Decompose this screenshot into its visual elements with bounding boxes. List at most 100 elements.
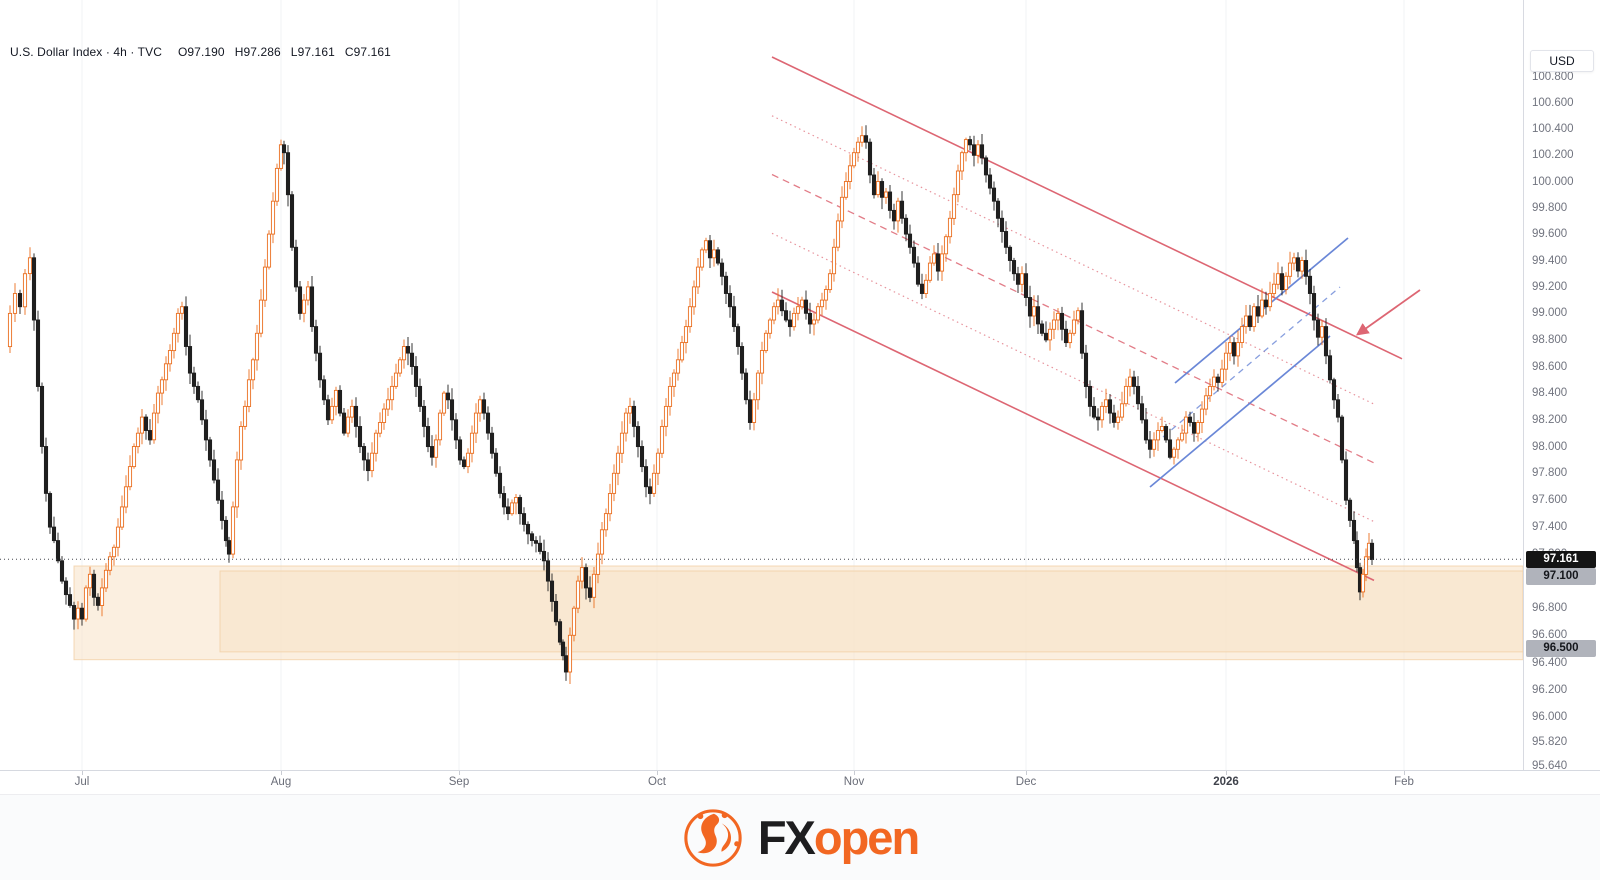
candle-body bbox=[262, 266, 268, 301]
candle-body bbox=[1335, 399, 1341, 418]
candle-body bbox=[215, 479, 221, 501]
candle-body bbox=[409, 352, 415, 367]
candle-body bbox=[599, 529, 605, 555]
candle-body bbox=[1039, 323, 1045, 334]
candle-body bbox=[611, 472, 617, 494]
candle-body bbox=[831, 246, 837, 275]
candle-body bbox=[1227, 342, 1233, 354]
candle-body bbox=[1315, 319, 1321, 338]
blue-channel-line[interactable] bbox=[1149, 335, 1331, 488]
red-channel-line[interactable] bbox=[771, 56, 1403, 360]
candle-body bbox=[887, 191, 893, 211]
candle-body bbox=[743, 372, 749, 401]
candle-body bbox=[1219, 368, 1225, 383]
candle-body bbox=[1071, 319, 1077, 334]
price-tick-label: 99.400 bbox=[1532, 254, 1568, 267]
candle-body bbox=[1123, 385, 1129, 405]
price-tick-label: 100.800 bbox=[1532, 71, 1574, 83]
candle-body bbox=[1247, 315, 1253, 328]
candle-body bbox=[811, 319, 817, 325]
candle-body bbox=[1235, 342, 1241, 357]
candle-body bbox=[879, 181, 885, 198]
ohlc-open: O97.190 bbox=[177, 45, 225, 59]
candle-body bbox=[373, 432, 379, 454]
price-chart[interactable] bbox=[0, 0, 1523, 770]
candle-body bbox=[1279, 273, 1285, 291]
candle-body bbox=[799, 299, 805, 308]
candle-body bbox=[22, 273, 28, 308]
currency-toggle-button[interactable]: USD bbox=[1530, 50, 1594, 72]
red-channel-line[interactable] bbox=[771, 115, 1375, 405]
candle-body bbox=[55, 540, 61, 562]
candlestick-series bbox=[7, 125, 1375, 684]
candle-body bbox=[1147, 439, 1153, 450]
price-axis[interactable]: USD 97.161 97.100 96.500 100.800 100.600 1… bbox=[1523, 0, 1600, 772]
candle-body bbox=[1295, 257, 1301, 272]
candle-body bbox=[723, 275, 729, 294]
candle-body bbox=[230, 506, 236, 555]
candle-body bbox=[7, 312, 13, 348]
candle-body bbox=[927, 262, 933, 281]
candle-body bbox=[1307, 275, 1313, 294]
candle-body bbox=[1347, 499, 1353, 521]
candle-body bbox=[1369, 542, 1375, 560]
support-zone[interactable] bbox=[219, 570, 1523, 653]
candle-body bbox=[163, 363, 169, 381]
candle-body bbox=[1079, 310, 1085, 354]
pullback-arrow[interactable] bbox=[1355, 289, 1421, 336]
price-tick-label: 96.000 bbox=[1532, 711, 1568, 723]
candle-body bbox=[1075, 310, 1081, 321]
candle-body bbox=[309, 286, 315, 328]
chart-plot-area[interactable]: U.S. Dollar Index · 4h · TVC O97.190 H97.2… bbox=[0, 0, 1523, 770]
candle-body bbox=[791, 312, 797, 328]
candle-body bbox=[1354, 540, 1360, 569]
price-tick-label: 100.600 bbox=[1532, 97, 1574, 110]
red-channel-line[interactable] bbox=[771, 173, 1375, 464]
candle-body bbox=[1035, 306, 1041, 325]
candle-body bbox=[361, 446, 367, 461]
ohlc-low: L97.161 bbox=[290, 45, 335, 59]
candle-body bbox=[735, 326, 741, 347]
candle-body bbox=[393, 372, 399, 387]
candle-body bbox=[493, 452, 499, 474]
candle-body bbox=[1047, 328, 1053, 341]
candle-body bbox=[1095, 416, 1101, 421]
candle-body bbox=[683, 326, 689, 343]
candle-body bbox=[1179, 432, 1185, 441]
candle-body bbox=[131, 446, 137, 468]
candle-body bbox=[639, 446, 645, 468]
candle-body bbox=[83, 587, 89, 620]
candle-body bbox=[429, 446, 435, 458]
candle-body bbox=[1031, 306, 1037, 317]
candle-body bbox=[663, 405, 669, 427]
candle-body bbox=[397, 359, 403, 374]
candle-body bbox=[461, 459, 467, 468]
time-tick-mark bbox=[657, 771, 658, 775]
candle-body bbox=[293, 246, 299, 288]
time-tick-label: Oct bbox=[648, 776, 666, 788]
price-tick-label: 98.600 bbox=[1532, 360, 1568, 373]
candle-body bbox=[935, 253, 941, 272]
red-channel-line[interactable] bbox=[771, 232, 1375, 523]
candle-body bbox=[695, 266, 701, 288]
candle-body bbox=[537, 542, 543, 552]
candle-body bbox=[763, 332, 769, 352]
candle-body bbox=[1319, 326, 1325, 338]
candle-body bbox=[1055, 312, 1061, 321]
candle-body bbox=[43, 446, 49, 494]
candle-body bbox=[619, 432, 625, 454]
time-tick-mark bbox=[1026, 771, 1027, 775]
candle-body bbox=[1103, 399, 1109, 407]
candle-body bbox=[219, 499, 225, 521]
candle-body bbox=[575, 580, 581, 609]
red-channel-line[interactable] bbox=[771, 291, 1375, 582]
blue-channel-line[interactable] bbox=[1162, 286, 1341, 438]
candle-body bbox=[1167, 439, 1173, 458]
time-axis[interactable]: Jul Aug Sep Oct Nov Dec 2026 Feb bbox=[0, 770, 1600, 794]
price-tick-label: 97.400 bbox=[1532, 521, 1568, 534]
candle-body bbox=[1043, 332, 1049, 341]
candle-body bbox=[827, 273, 833, 291]
price-tick-label: 99.200 bbox=[1532, 280, 1568, 293]
fxopen-logo-text: FX open bbox=[758, 810, 920, 865]
candle-body bbox=[727, 293, 733, 308]
